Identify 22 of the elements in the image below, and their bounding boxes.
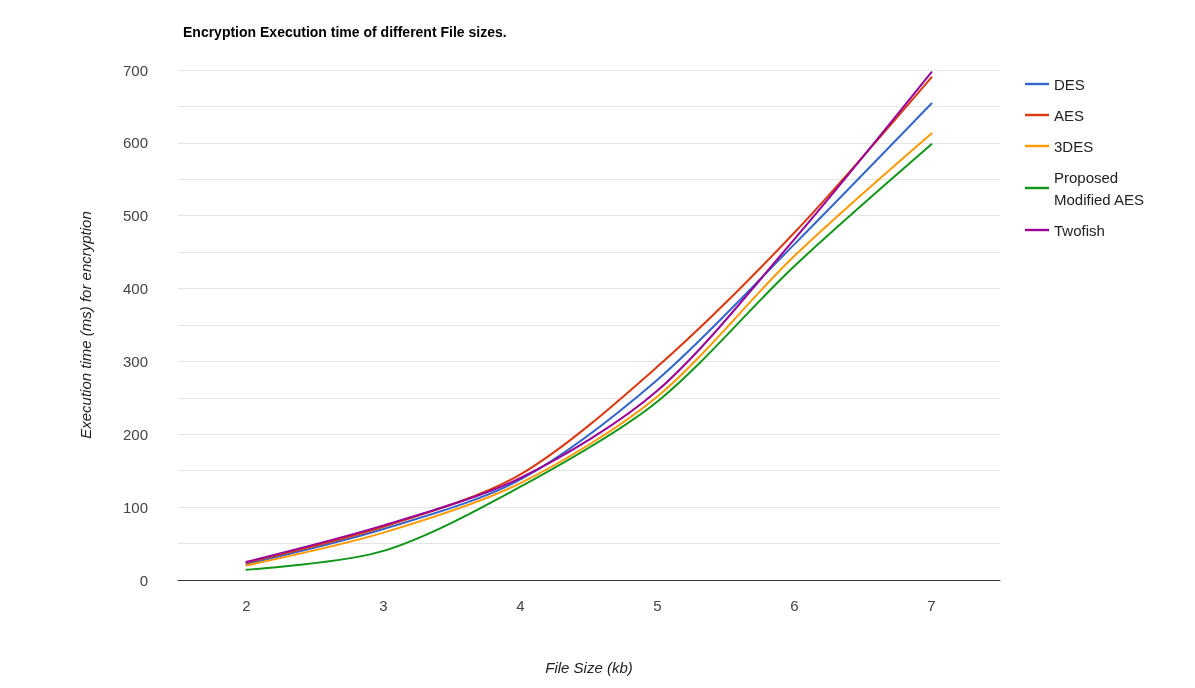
legend-label: Proposed Modified AES [1054, 168, 1145, 208]
x-tick-label: 2 [242, 597, 251, 614]
legend-label: AES [1054, 106, 1085, 124]
y-tick-label: 200 [122, 425, 148, 443]
y-tick-label: 0 [139, 571, 148, 589]
y-tick-label: 700 [122, 61, 148, 79]
y-tick-label: 600 [122, 134, 148, 152]
y-axis-title: Execution time (ms) for encryption [77, 211, 94, 439]
x-tick-label: 3 [379, 597, 388, 614]
x-axis-title: File Size (kb) [545, 659, 633, 676]
y-tick-label: 100 [122, 498, 148, 516]
x-tick-label: 7 [927, 597, 936, 614]
y-tick-label: 500 [122, 207, 148, 225]
legend-label: 3DES [1054, 137, 1094, 155]
chart-title: Encryption Execution time of different File sizes. [183, 24, 507, 40]
y-tick-label: 300 [122, 352, 148, 370]
y-tick-label: 400 [122, 280, 148, 298]
legend-label: Twofish [1054, 221, 1105, 239]
x-tick-label: 4 [516, 597, 525, 614]
x-tick-label: 6 [790, 597, 799, 614]
x-tick-label: 5 [653, 597, 662, 614]
legend-label: DES [1054, 75, 1085, 93]
